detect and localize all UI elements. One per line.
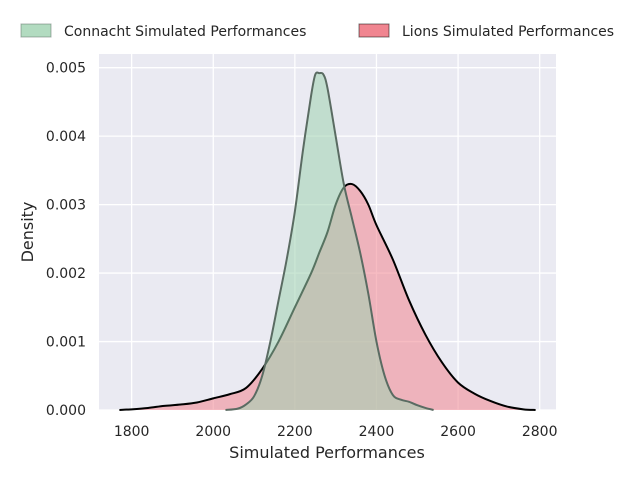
x-axis-ticks: 1800 2000 2200 2400 2600 2800 xyxy=(114,424,558,440)
x-axis-label: Simulated Performances xyxy=(229,443,425,462)
x-tick-label: 2800 xyxy=(522,424,558,440)
y-tick-label: 0.001 xyxy=(46,335,86,351)
y-tick-label: 0.000 xyxy=(46,403,86,419)
y-tick-label: 0.003 xyxy=(46,198,86,214)
x-tick-label: 2400 xyxy=(359,424,395,440)
x-tick-label: 1800 xyxy=(114,424,150,440)
y-tick-label: 0.002 xyxy=(46,266,86,282)
legend-entry-connacht: Connacht Simulated Performances xyxy=(20,23,306,40)
legend-swatch-lions xyxy=(358,23,390,38)
y-tick-label: 0.004 xyxy=(46,129,86,145)
x-tick-label: 2000 xyxy=(195,424,231,440)
legend: Connacht Simulated Performances Lions Sim… xyxy=(20,23,614,40)
legend-swatch-connacht xyxy=(20,23,52,38)
connacht-density-line xyxy=(225,71,434,411)
legend-label-connacht: Connacht Simulated Performances xyxy=(64,24,306,40)
x-tick-label: 2600 xyxy=(440,424,476,440)
density-areas xyxy=(119,71,536,411)
x-tick-label: 2200 xyxy=(277,424,313,440)
connacht-density-fill xyxy=(225,72,434,410)
legend-entry-lions: Lions Simulated Performances xyxy=(358,23,614,40)
legend-label-lions: Lions Simulated Performances xyxy=(402,24,614,40)
y-axis-ticks: 0.000 0.001 0.002 0.003 0.004 0.005 xyxy=(46,61,86,419)
y-tick-label: 0.005 xyxy=(46,61,86,77)
y-axis-label: Density xyxy=(18,202,37,263)
